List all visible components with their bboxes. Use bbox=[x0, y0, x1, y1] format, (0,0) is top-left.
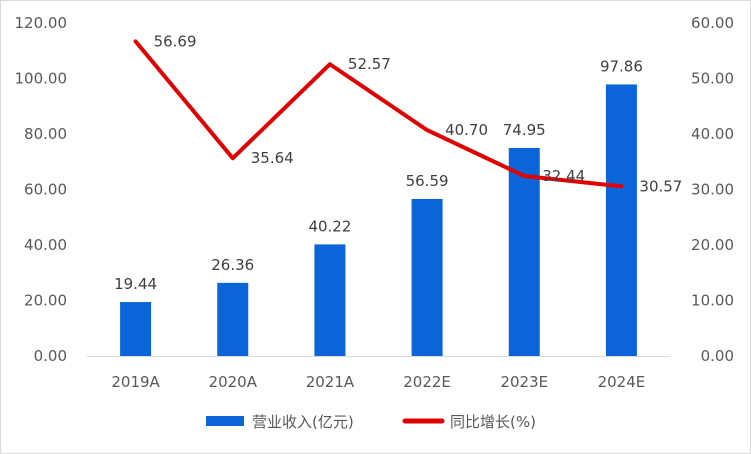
bar-data-labels: 19.44 26.36 40.22 56.59 74.95 97.86 bbox=[114, 57, 643, 293]
growth-data-label: 40.70 bbox=[445, 121, 488, 139]
right-axis-tick-label: 10.00 bbox=[691, 292, 734, 310]
revenue-bar bbox=[605, 84, 637, 356]
legend: 营业收入(亿元) 同比增长(%) bbox=[206, 413, 536, 431]
revenue-data-label: 56.59 bbox=[406, 172, 449, 190]
x-axis: 2019A 2020A 2021A 2022E 2023E 2024E bbox=[111, 373, 645, 391]
revenue-data-label: 26.36 bbox=[211, 256, 254, 274]
right-axis-tick-label: 20.00 bbox=[691, 236, 734, 254]
legend-label-revenue: 营业收入(亿元) bbox=[252, 413, 354, 431]
x-axis-tick-label: 2024E bbox=[598, 373, 646, 391]
growth-line-series bbox=[133, 39, 624, 189]
right-axis-tick-label: 60.00 bbox=[691, 14, 734, 32]
left-axis-tick-label: 120.00 bbox=[15, 14, 68, 32]
bar-series bbox=[120, 84, 637, 356]
legend-bar-swatch bbox=[206, 416, 244, 426]
growth-data-label: 52.57 bbox=[348, 55, 391, 73]
line-data-labels: 56.69 35.64 52.57 40.70 32.44 30.57 bbox=[154, 32, 683, 195]
right-axis-tick-label: 50.00 bbox=[691, 70, 734, 88]
left-axis: 0.00 20.00 40.00 60.00 80.00 100.00 120.00 bbox=[15, 14, 68, 365]
left-axis-tick-label: 60.00 bbox=[24, 181, 67, 199]
revenue-data-label: 74.95 bbox=[503, 121, 546, 139]
right-axis-tick-label: 40.00 bbox=[691, 125, 734, 143]
right-axis: 0.00 10.00 20.00 30.00 40.00 50.00 60.00 bbox=[691, 14, 734, 365]
x-axis-tick-label: 2022E bbox=[403, 373, 451, 391]
x-axis-tick-label: 2020A bbox=[209, 373, 258, 391]
revenue-bar bbox=[314, 244, 346, 356]
left-axis-tick-label: 20.00 bbox=[24, 292, 67, 310]
left-axis-tick-label: 40.00 bbox=[24, 236, 67, 254]
revenue-data-label: 40.22 bbox=[308, 217, 351, 235]
revenue-bar bbox=[217, 282, 249, 356]
revenue-bar bbox=[120, 302, 152, 356]
x-axis-tick-label: 2023E bbox=[500, 373, 548, 391]
revenue-data-label: 97.86 bbox=[600, 57, 643, 75]
legend-item-revenue: 营业收入(亿元) bbox=[206, 413, 354, 431]
left-axis-tick-label: 0.00 bbox=[34, 347, 67, 365]
growth-data-label: 35.64 bbox=[251, 149, 294, 167]
left-axis-tick-label: 80.00 bbox=[24, 125, 67, 143]
right-axis-tick-label: 30.00 bbox=[691, 181, 734, 199]
left-axis-tick-label: 100.00 bbox=[15, 70, 68, 88]
x-axis-tick-label: 2019A bbox=[111, 373, 160, 391]
right-axis-tick-label: 0.00 bbox=[701, 347, 734, 365]
revenue-bar bbox=[411, 198, 443, 356]
revenue-data-label: 19.44 bbox=[114, 275, 157, 293]
legend-label-growth: 同比增长(%) bbox=[450, 413, 536, 431]
x-axis-tick-label: 2021A bbox=[306, 373, 355, 391]
revenue-bar bbox=[508, 148, 540, 356]
growth-data-label: 56.69 bbox=[154, 32, 197, 50]
legend-item-growth: 同比增长(%) bbox=[402, 413, 536, 431]
growth-data-label: 32.44 bbox=[542, 167, 585, 185]
growth-data-label: 30.57 bbox=[639, 177, 682, 195]
